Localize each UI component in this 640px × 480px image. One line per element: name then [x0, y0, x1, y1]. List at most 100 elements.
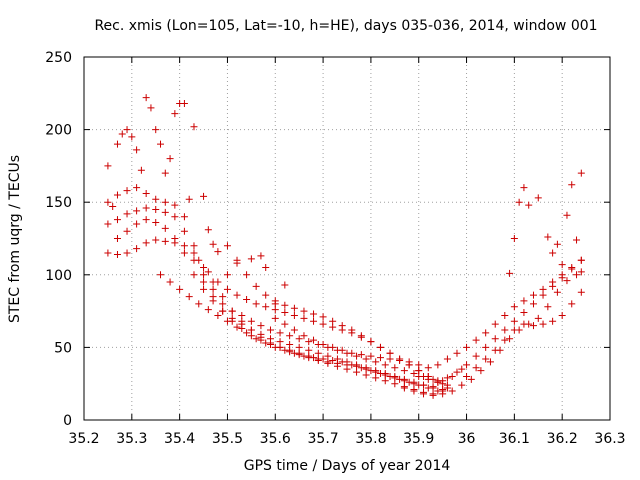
- data-point: [300, 307, 308, 315]
- data-point: [200, 264, 208, 272]
- x-tick-label: 35.9: [403, 431, 434, 447]
- data-point: [434, 377, 442, 385]
- data-point: [171, 110, 179, 118]
- data-point: [314, 356, 322, 364]
- data-point: [553, 240, 561, 248]
- data-point: [372, 358, 380, 366]
- data-point: [104, 198, 112, 206]
- data-point: [353, 368, 361, 376]
- data-point: [209, 297, 217, 305]
- data-point: [338, 322, 346, 330]
- data-point: [491, 346, 499, 354]
- data-point: [266, 335, 274, 343]
- data-point: [243, 329, 251, 337]
- data-point: [123, 227, 131, 235]
- data-point: [295, 335, 303, 343]
- chart-title: Rec. xmis (Lon=105, Lat=-10, h=HE), days…: [94, 18, 597, 34]
- data-point: [176, 285, 184, 293]
- data-point: [133, 245, 141, 253]
- data-point: [223, 317, 231, 325]
- data-point: [400, 367, 408, 375]
- data-point: [568, 264, 576, 272]
- data-point: [223, 271, 231, 279]
- data-point: [257, 252, 265, 260]
- data-point: [443, 355, 451, 363]
- data-point: [133, 207, 141, 215]
- data-point: [219, 307, 227, 315]
- data-point: [362, 371, 370, 379]
- data-point: [113, 140, 121, 148]
- data-point: [534, 194, 542, 202]
- data-point: [185, 195, 193, 203]
- data-point: [520, 297, 528, 305]
- x-tick-label: 36.2: [547, 431, 578, 447]
- data-point: [271, 314, 279, 322]
- data-point: [415, 381, 423, 389]
- data-point: [424, 375, 432, 383]
- data-point: [200, 285, 208, 293]
- data-point: [243, 295, 251, 303]
- data-point: [443, 381, 451, 389]
- data-point: [257, 330, 265, 338]
- data-point: [142, 94, 150, 102]
- data-point: [209, 285, 217, 293]
- data-point: [290, 326, 298, 334]
- data-point: [372, 374, 380, 382]
- data-point: [539, 320, 547, 328]
- data-point: [137, 166, 145, 174]
- y-axis-label: STEC from uqrg / TECUs: [7, 155, 23, 323]
- data-point: [463, 372, 471, 380]
- x-tick-label: 35.2: [68, 431, 99, 447]
- data-point: [271, 343, 279, 351]
- data-point: [262, 264, 270, 272]
- data-point: [529, 322, 537, 330]
- data-point: [553, 288, 561, 296]
- data-point: [525, 201, 533, 209]
- data-point: [458, 365, 466, 373]
- data-point: [549, 317, 557, 325]
- data-point: [367, 352, 375, 360]
- data-point: [185, 293, 193, 301]
- data-point: [534, 314, 542, 322]
- data-point: [482, 343, 490, 351]
- data-point: [152, 205, 160, 213]
- data-point: [338, 358, 346, 366]
- y-tick-label: 100: [45, 268, 72, 284]
- data-point: [506, 269, 514, 277]
- data-point: [290, 311, 298, 319]
- data-point: [501, 336, 509, 344]
- data-point: [219, 300, 227, 308]
- data-point: [142, 239, 150, 247]
- data-point: [171, 201, 179, 209]
- data-point: [329, 343, 337, 351]
- y-tick-label: 150: [45, 195, 72, 211]
- data-point: [376, 354, 384, 362]
- y-tick-label: 50: [54, 340, 72, 356]
- data-point: [319, 340, 327, 348]
- data-point: [357, 351, 365, 359]
- data-point: [204, 226, 212, 234]
- data-point: [453, 368, 461, 376]
- data-point: [161, 237, 169, 245]
- data-point: [381, 361, 389, 369]
- series-arc-6: [195, 256, 451, 389]
- data-point: [252, 300, 260, 308]
- series-arc-8: [271, 314, 432, 372]
- data-point: [568, 300, 576, 308]
- data-point: [204, 306, 212, 314]
- data-point: [573, 271, 581, 279]
- data-point: [166, 278, 174, 286]
- data-point: [195, 300, 203, 308]
- data-point: [113, 235, 121, 242]
- data-point: [180, 242, 188, 250]
- data-point: [204, 268, 212, 276]
- data-point: [472, 336, 480, 344]
- data-point: [152, 219, 160, 227]
- data-point: [434, 361, 442, 369]
- data-point: [477, 367, 485, 375]
- series-arc-12: [463, 288, 585, 380]
- x-tick-label: 35.7: [308, 431, 339, 447]
- data-point: [577, 288, 585, 296]
- data-point: [367, 367, 375, 375]
